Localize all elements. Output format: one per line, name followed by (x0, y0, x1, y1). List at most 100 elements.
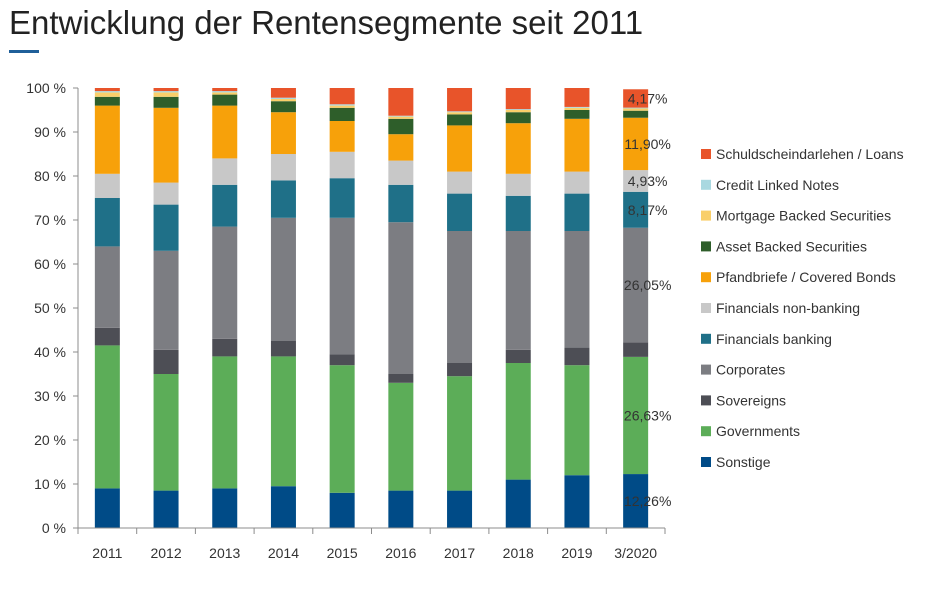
bar-segment (329, 217, 355, 355)
y-tick-label: 90 % (34, 124, 66, 140)
legend-swatch (701, 457, 711, 467)
bar-segment (270, 356, 296, 487)
x-tick-label: 2011 (92, 545, 122, 561)
bar-segment (212, 338, 238, 357)
bar-segment (388, 115, 414, 117)
bar-segment (94, 105, 120, 174)
axes-layer: 0 % 10 % 20 % 30 % 40 % 50 % 60 % 70 % 80 % 90 % 1… (26, 80, 666, 561)
bar-segment (388, 374, 414, 383)
bar-segment (388, 184, 414, 223)
legend-swatch (701, 241, 711, 252)
bar-segment (447, 193, 473, 231)
bar-segment (447, 231, 473, 363)
legend-label: Mortgage Backed Securities (716, 208, 891, 224)
bar-segment (94, 246, 120, 328)
bar-segment (94, 96, 120, 106)
bar-segment (447, 376, 473, 491)
legend-label: Pfandbriefe / Covered Bonds (716, 269, 896, 285)
bar-segment (212, 158, 238, 185)
legend-label: Credit Linked Notes (716, 177, 839, 193)
bar-segment (447, 125, 473, 172)
data-labels-layer: 12,26% 26,63% 26,05% 8,17% 4,93% 11,90% 4,17% (624, 90, 671, 509)
legend-label: Financials banking (716, 331, 832, 347)
bar-segment (623, 342, 649, 357)
bar-segment (564, 171, 590, 194)
bar-segment (153, 250, 179, 350)
bar-segment (153, 107, 179, 183)
x-tick-label: 2019 (561, 545, 592, 561)
legend-label: Asset Backed Securities (716, 238, 867, 254)
legend-swatch (701, 149, 711, 159)
data-label: 26,05% (624, 277, 671, 293)
legend-swatch (701, 303, 711, 313)
bar-segment (212, 92, 238, 95)
data-label: 4,93% (628, 173, 668, 189)
legend-label: Sonstige (716, 454, 771, 470)
bar-segment (623, 107, 649, 109)
bar-segment (270, 486, 296, 528)
bar-segment (270, 97, 296, 99)
bar-segment (505, 195, 531, 231)
legend-label: Financials non-banking (716, 300, 860, 316)
bar-segment (564, 193, 590, 231)
bar-segment (623, 110, 649, 118)
bar-segment (153, 374, 179, 491)
bar-segment (153, 490, 179, 528)
bar-segment (505, 109, 531, 110)
bar-segment (212, 488, 238, 528)
legend-swatch (701, 333, 711, 344)
bar-segment (94, 88, 120, 92)
bar-segment (447, 171, 473, 194)
bar-segment (564, 106, 590, 108)
bar-segment (329, 354, 355, 366)
bar-segment (623, 191, 649, 228)
bar-segment (329, 151, 355, 179)
bar-segment (505, 479, 531, 528)
bar-segment (94, 488, 120, 528)
bars-layer (94, 88, 649, 528)
bar-segment (212, 105, 238, 159)
x-tick-label: 2014 (268, 545, 299, 561)
bar-segment (623, 108, 649, 111)
bar-segment (564, 365, 590, 476)
bar-segment (94, 345, 120, 489)
bar-segment (329, 365, 355, 493)
bar-segment (564, 107, 590, 110)
x-tick-label: 2013 (209, 545, 240, 561)
bar-segment (447, 490, 473, 528)
bar-segment (505, 363, 531, 480)
legend-swatch (701, 364, 711, 375)
bar-segment (388, 88, 414, 116)
bar-segment (447, 111, 473, 113)
bar-segment (94, 92, 120, 97)
y-tick-label: 30 % (34, 388, 66, 404)
bar-segment (505, 88, 531, 110)
bar-segment (447, 114, 473, 126)
legend-swatch (701, 272, 711, 283)
x-tick-label: 2012 (150, 545, 181, 561)
title-underline (9, 50, 39, 53)
bar-segment (329, 105, 355, 108)
y-tick-label: 20 % (34, 432, 66, 448)
bar-segment (388, 134, 414, 161)
bar-segment (212, 356, 238, 489)
bar-segment (153, 182, 179, 205)
x-tick-label: 3/2020 (614, 545, 657, 561)
x-tick-label: 2018 (503, 545, 534, 561)
bar-segment (270, 101, 296, 113)
bar-segment (153, 349, 179, 374)
y-tick-label: 70 % (34, 212, 66, 228)
bar-segment (270, 154, 296, 181)
legend-label: Sovereigns (716, 392, 786, 408)
bar-segment (623, 170, 649, 192)
legend-swatch (701, 179, 711, 190)
data-label: 8,17% (628, 202, 668, 218)
legend-label: Schuldscheindarlehen / Loans (716, 146, 904, 162)
bar-segment (212, 88, 238, 92)
bar-segment (270, 180, 296, 218)
bar-segment (623, 89, 649, 108)
legend: Schuldscheindarlehen / Loans Credit Linke… (701, 146, 904, 470)
legend-swatch (701, 395, 711, 406)
y-tick-label: 80 % (34, 168, 66, 184)
bar-segment (329, 492, 355, 528)
